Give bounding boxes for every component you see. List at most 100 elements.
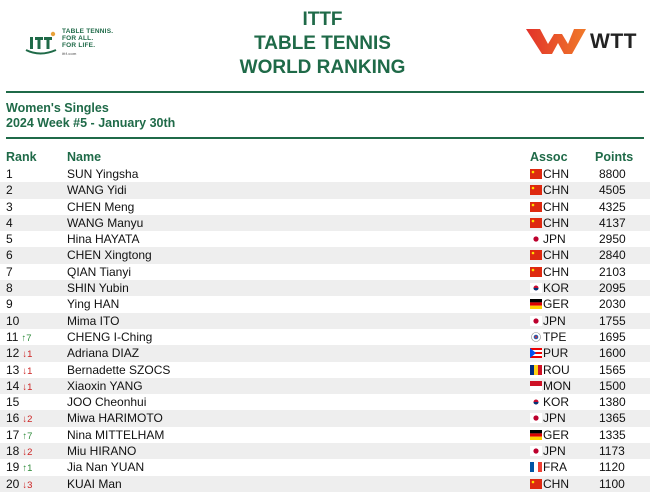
points-value: 1365 bbox=[599, 411, 626, 426]
rank-cell: 12 ↓1 bbox=[6, 345, 32, 363]
rank-down-indicator: ↓1 bbox=[22, 349, 33, 361]
rank-down-indicator: ↓1 bbox=[22, 381, 33, 393]
table-row: 8 SHIN Yubin KOR 2095 bbox=[0, 280, 650, 297]
column-header-name: Name bbox=[67, 150, 102, 164]
column-header-rank: Rank bbox=[6, 150, 37, 164]
association-code: JPN bbox=[543, 411, 566, 426]
rank-value: 9 bbox=[6, 297, 13, 312]
rank-cell: 14 ↓1 bbox=[6, 378, 32, 396]
flag-ger-icon bbox=[530, 429, 542, 440]
flag-rou-icon bbox=[530, 364, 542, 375]
association-code: MON bbox=[543, 378, 571, 393]
rank-value: 5 bbox=[6, 232, 13, 247]
rank-value: 14 bbox=[6, 378, 20, 393]
title-line: TABLE TENNIS bbox=[254, 33, 391, 54]
rank-value: 18 bbox=[6, 444, 20, 459]
points-value: 1173 bbox=[599, 444, 625, 459]
player-name: KUAI Man bbox=[67, 476, 122, 491]
player-name: CHENG I-Ching bbox=[67, 329, 153, 344]
rank-value: 20 bbox=[6, 476, 20, 491]
table-row: 16 ↓2 Miwa HARIMOTO JPN 1365 bbox=[0, 410, 650, 428]
association-code: KOR bbox=[543, 395, 570, 410]
table-row: 18 ↓2 Miu HIRANO JPN 1173 bbox=[0, 443, 650, 460]
table-row: 7 QIAN Tianyi CHN 2103 bbox=[0, 264, 650, 280]
flag-chn-icon bbox=[530, 478, 542, 489]
rank-down-indicator: ↓3 bbox=[22, 479, 33, 491]
player-name: SUN Yingsha bbox=[67, 167, 139, 181]
association-code: CHN bbox=[543, 199, 569, 214]
table-row: 13 ↓1 Bernadette SZOCS ROU 1565 bbox=[0, 362, 650, 378]
rank-value: 10 bbox=[6, 313, 20, 328]
points-value: 1100 bbox=[599, 476, 625, 491]
rank-cell: 13 ↓1 bbox=[6, 362, 32, 380]
rank-cell: 17 ↑7 bbox=[6, 427, 32, 445]
association-code: GER bbox=[543, 427, 570, 442]
association-code: ROU bbox=[543, 362, 570, 377]
points-value: 1565 bbox=[599, 362, 626, 377]
table-row: 6 CHEN Xingtong CHN 2840 bbox=[0, 247, 650, 264]
divider bbox=[6, 137, 644, 139]
rank-cell: 2 bbox=[6, 182, 13, 198]
association-code: CHN bbox=[543, 264, 569, 279]
rank-cell: 10 bbox=[6, 313, 19, 329]
rank-value: 11 bbox=[6, 329, 19, 344]
wtt-logo: WTT bbox=[526, 26, 648, 58]
wtt-logo-text: WTT bbox=[590, 30, 637, 53]
rank-down-indicator: ↓2 bbox=[22, 414, 33, 426]
player-name: Nina MITTELHAM bbox=[67, 427, 165, 442]
points-value: 1600 bbox=[599, 346, 626, 361]
player-name: WANG Manyu bbox=[67, 215, 144, 230]
flag-chn-icon bbox=[530, 185, 542, 196]
title-line: WORLD RANKING bbox=[239, 57, 406, 78]
association-code: TPE bbox=[543, 329, 567, 344]
rank-value: 4 bbox=[6, 215, 13, 230]
table-row: 14 ↓1 Xiaoxin YANG MON 1500 bbox=[0, 377, 650, 396]
player-name: Bernadette SZOCS bbox=[67, 362, 171, 377]
rank-value: 6 bbox=[6, 248, 13, 263]
player-name: SHIN Yubin bbox=[67, 281, 129, 296]
association-code: JPN bbox=[543, 232, 566, 247]
rank-cell: 3 bbox=[6, 199, 13, 215]
table-row: 17 ↑7 Nina MITTELHAM GER 1335 bbox=[0, 427, 650, 443]
flag-mon-icon bbox=[530, 380, 542, 391]
rank-value: 19 bbox=[6, 460, 20, 475]
title-line: ITTF bbox=[302, 9, 343, 30]
column-header-assoc: Assoc bbox=[530, 150, 568, 164]
association-code: CHN bbox=[543, 215, 569, 230]
table-row: 3 CHEN Meng CHN 4325 bbox=[0, 199, 650, 215]
points-value: 1500 bbox=[599, 378, 626, 393]
points-value: 4137 bbox=[599, 215, 626, 230]
points-value: 2840 bbox=[599, 248, 626, 263]
association-code: JPN bbox=[543, 313, 566, 328]
association-code: CHN bbox=[543, 183, 569, 198]
rank-cell: 9 bbox=[6, 296, 13, 312]
player-name: Miu HIRANO bbox=[67, 444, 137, 459]
tagline-line: FOR LIFE. bbox=[62, 42, 96, 49]
table-row: 20 ↓3 KUAI Man CHN 1100 bbox=[0, 475, 650, 492]
points-value: 1755 bbox=[599, 313, 626, 328]
divider bbox=[6, 91, 644, 93]
flag-jpn-icon bbox=[530, 446, 542, 457]
association-code: FRA bbox=[543, 460, 567, 475]
table-row: 9 Ying HAN GER 2030 bbox=[0, 296, 650, 312]
week-label: 2024 Week #5 - January 30th bbox=[6, 116, 176, 130]
ittf-logo: TABLE TENNIS. FOR ALL. FOR LIFE. ittf.co… bbox=[24, 26, 134, 60]
table-row: 15 JOO Cheonhui KOR 1380 bbox=[0, 394, 650, 410]
category-label: Women's Singles bbox=[6, 101, 109, 115]
flag-chn-icon bbox=[530, 201, 542, 212]
rank-down-indicator: ↓1 bbox=[22, 365, 33, 377]
points-value: 2103 bbox=[599, 264, 626, 279]
points-value: 1120 bbox=[599, 460, 625, 475]
ranking-subtitle: Women's Singles 2024 Week #5 - January 3… bbox=[6, 101, 175, 131]
points-value: 1695 bbox=[599, 329, 626, 344]
association-code: KOR bbox=[543, 281, 570, 296]
column-header-points: Points bbox=[595, 150, 634, 164]
flag-kor-icon bbox=[530, 397, 542, 408]
rank-cell: 11 ↑7 bbox=[6, 329, 32, 347]
flag-chn-icon bbox=[530, 217, 542, 228]
flag-kor-icon bbox=[530, 283, 542, 294]
rank-cell: 16 ↓2 bbox=[6, 410, 32, 428]
rank-value: 1 bbox=[6, 167, 13, 181]
rank-up-indicator: ↑7 bbox=[22, 430, 33, 442]
ittf-logo-icon bbox=[25, 31, 57, 55]
